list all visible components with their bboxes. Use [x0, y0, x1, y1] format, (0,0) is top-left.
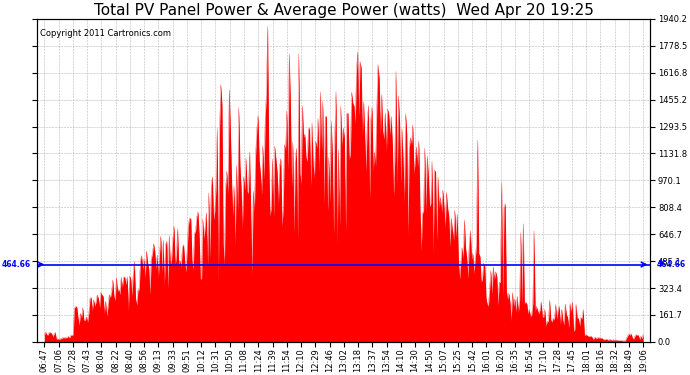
Text: 464.66: 464.66 [2, 260, 31, 269]
Text: 464.66: 464.66 [656, 260, 686, 269]
Title: Total PV Panel Power & Average Power (watts)  Wed Apr 20 19:25: Total PV Panel Power & Average Power (wa… [94, 3, 593, 18]
Text: Copyright 2011 Cartronics.com: Copyright 2011 Cartronics.com [40, 28, 171, 38]
